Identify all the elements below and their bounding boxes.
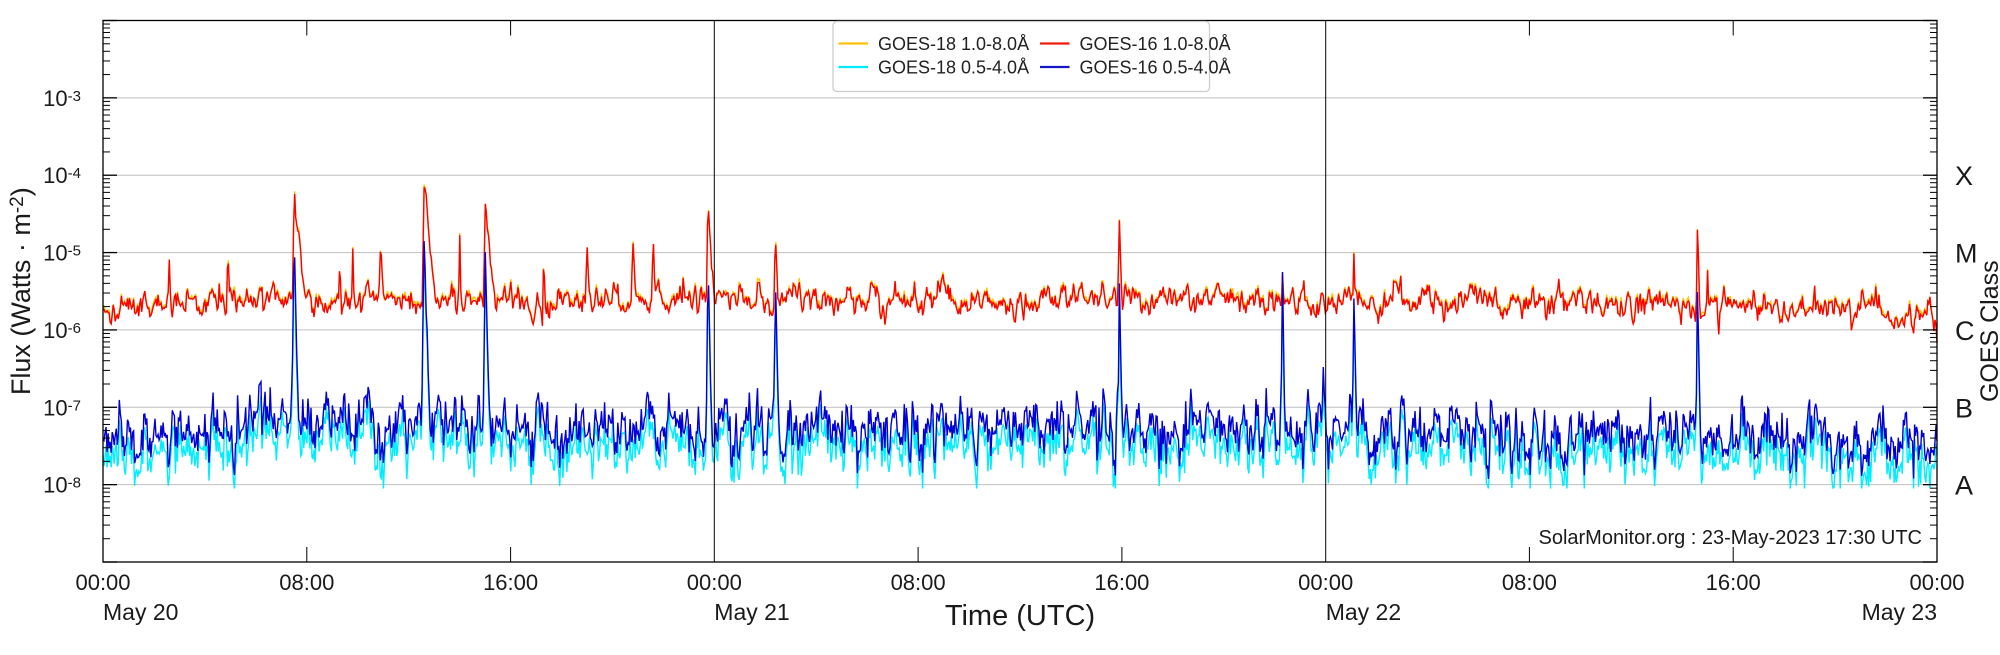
svg-text:Time (UTC): Time (UTC) (945, 600, 1095, 632)
svg-text:GOES-18 0.5-4.0Å: GOES-18 0.5-4.0Å (878, 58, 1029, 78)
svg-text:16:00: 16:00 (1706, 570, 1761, 595)
svg-text:SolarMonitor.org : 23-May-2023: SolarMonitor.org : 23-May-2023 17:30 UTC (1538, 527, 1922, 549)
svg-text:16:00: 16:00 (483, 570, 538, 595)
svg-text:B: B (1955, 393, 1973, 423)
svg-text:May 20: May 20 (103, 599, 178, 625)
svg-text:X: X (1955, 161, 1973, 191)
svg-text:Flux (Watts · m-2): Flux (Watts · m-2) (6, 187, 36, 395)
svg-text:00:00: 00:00 (1298, 570, 1353, 595)
svg-text:16:00: 16:00 (1094, 570, 1149, 595)
svg-text:GOES Class: GOES Class (1976, 260, 2000, 402)
svg-text:GOES-16 1.0-8.0Å: GOES-16 1.0-8.0Å (1080, 34, 1231, 54)
svg-text:C: C (1955, 316, 1975, 346)
svg-text:GOES-18 1.0-8.0Å: GOES-18 1.0-8.0Å (878, 34, 1029, 54)
svg-text:00:00: 00:00 (687, 570, 742, 595)
svg-text:May 21: May 21 (714, 599, 789, 625)
svg-text:GOES-16 0.5-4.0Å: GOES-16 0.5-4.0Å (1080, 58, 1231, 78)
svg-text:May 22: May 22 (1326, 599, 1401, 625)
svg-text:A: A (1955, 471, 1973, 501)
svg-text:08:00: 08:00 (891, 570, 946, 595)
svg-text:00:00: 00:00 (75, 570, 130, 595)
svg-text:08:00: 08:00 (279, 570, 334, 595)
svg-text:00:00: 00:00 (1909, 570, 1964, 595)
svg-text:08:00: 08:00 (1502, 570, 1557, 595)
svg-text:May 23: May 23 (1862, 599, 1937, 625)
svg-text:M: M (1955, 239, 1978, 269)
